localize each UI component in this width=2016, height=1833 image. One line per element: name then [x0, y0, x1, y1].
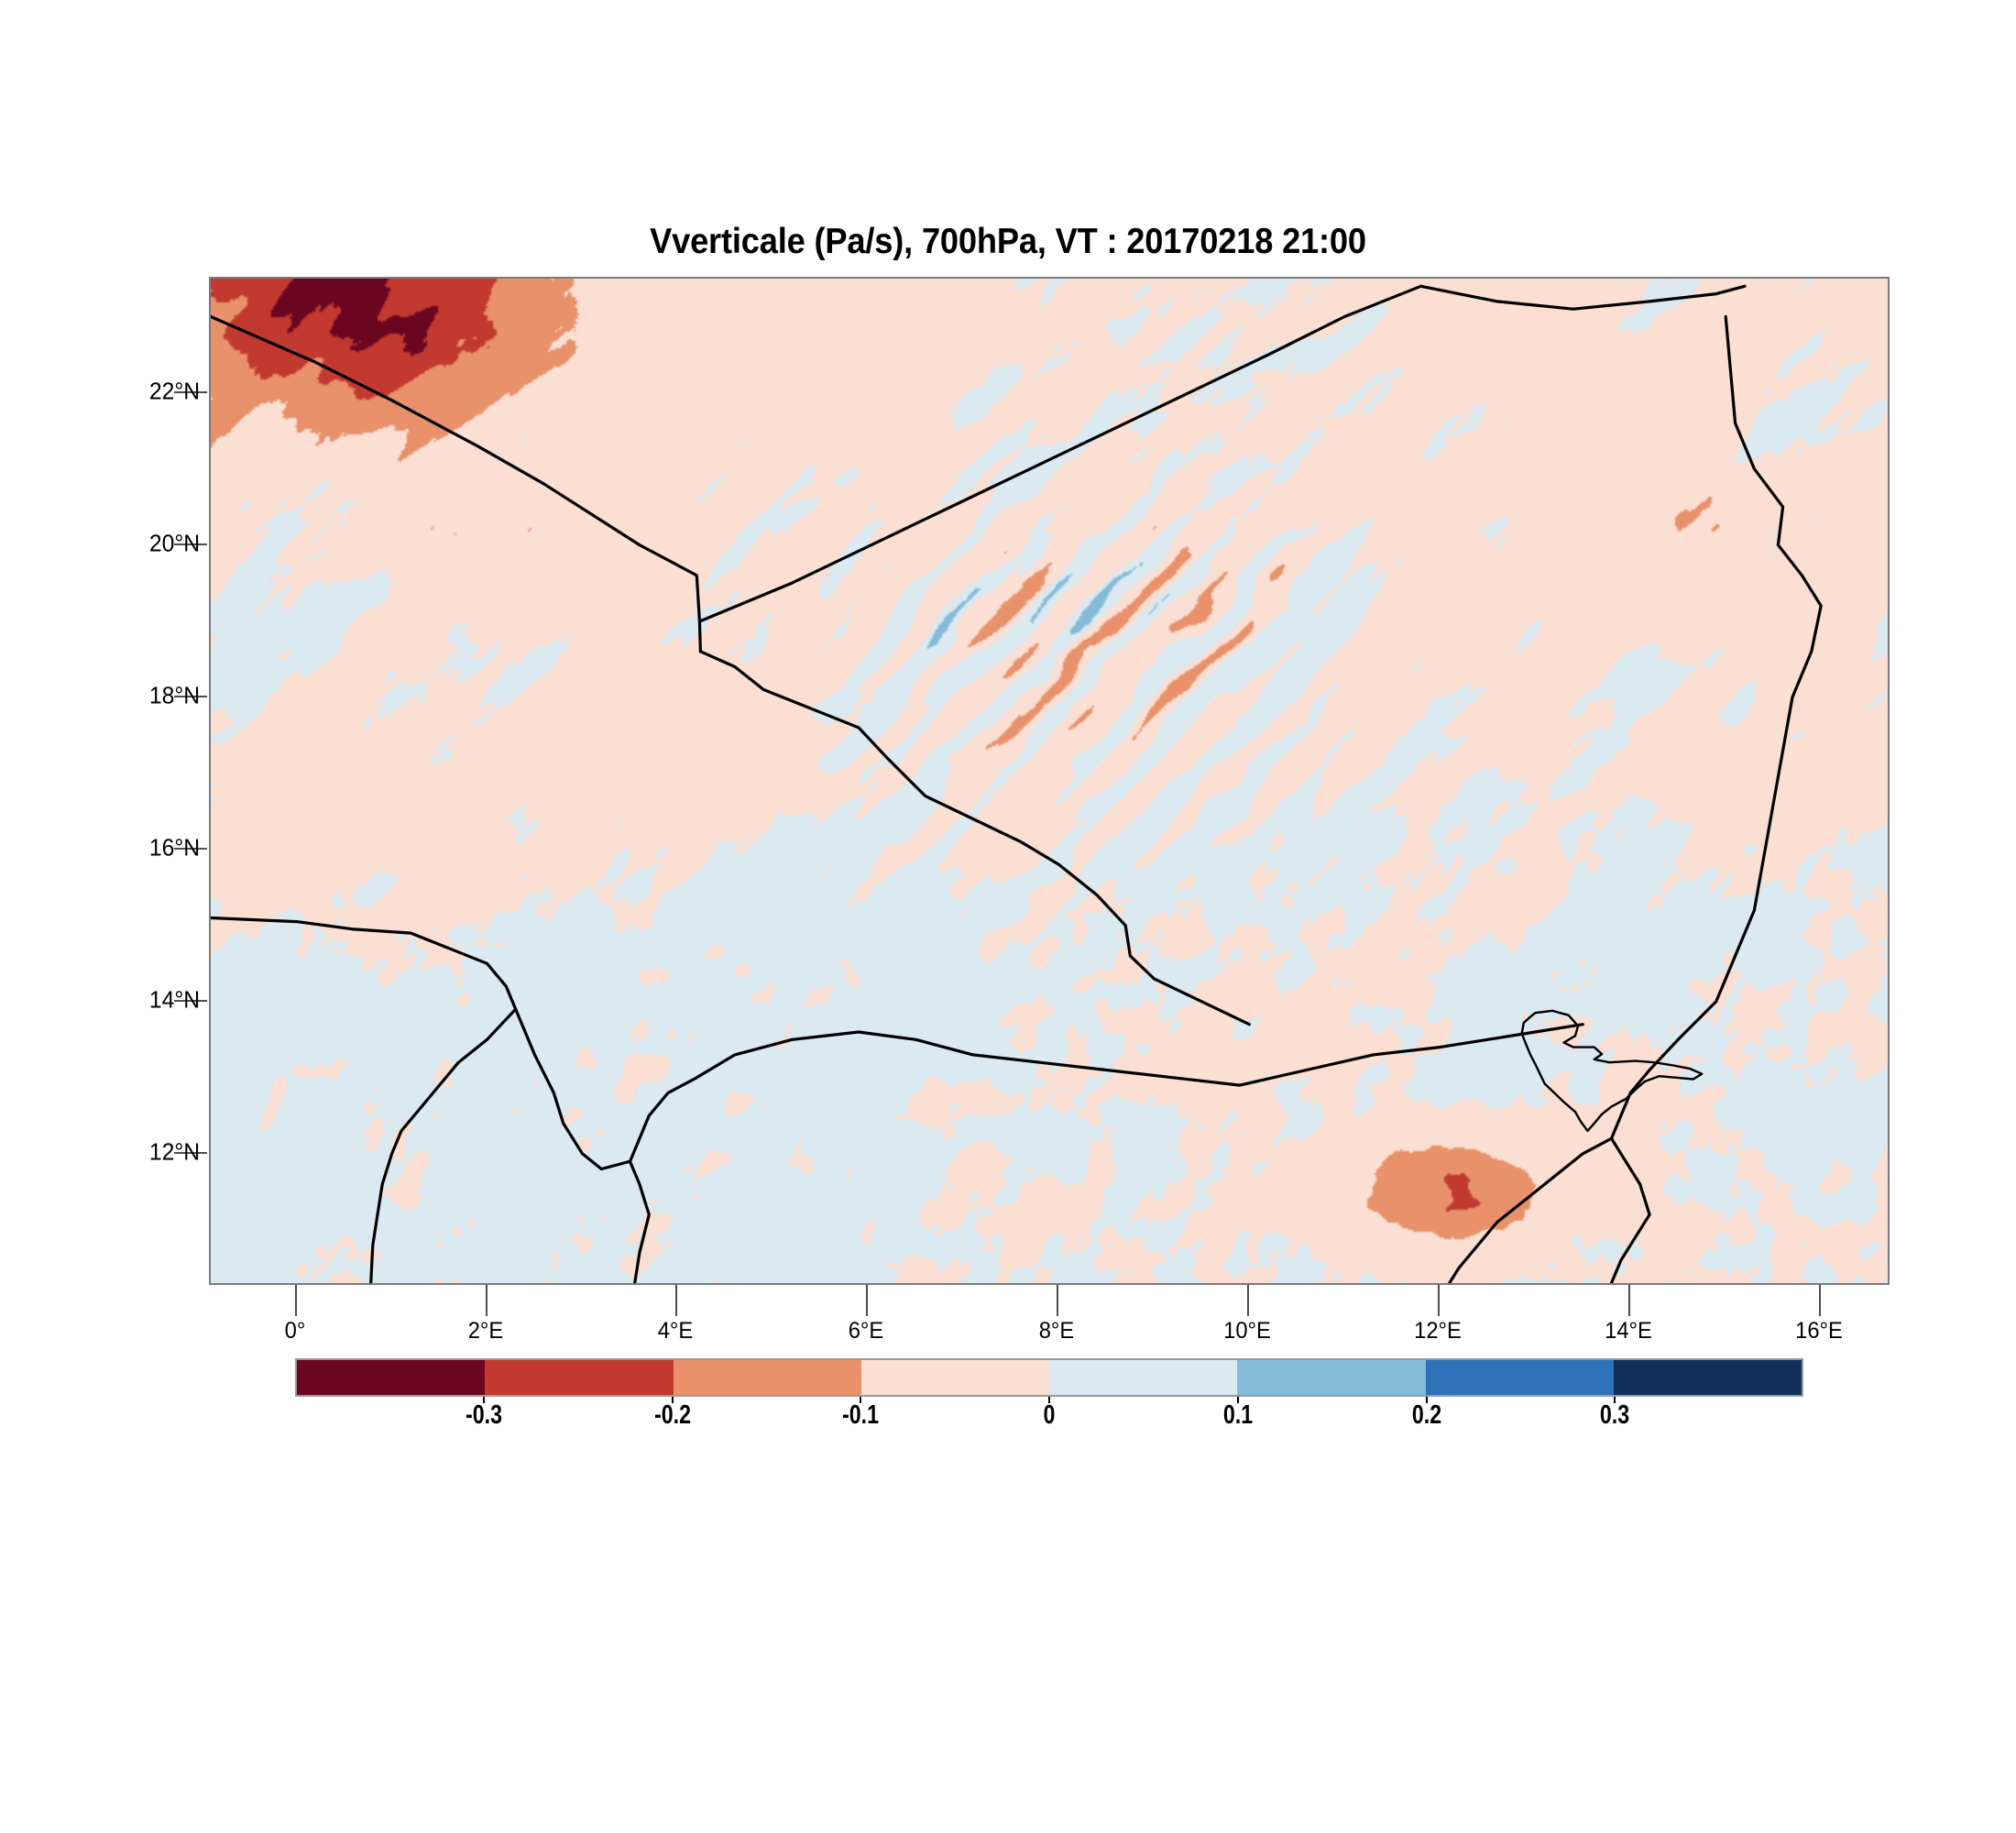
latitude-tick-label: 22°N [148, 377, 200, 405]
longitude-tick-label: 6°E [849, 1318, 884, 1344]
colorbar-tick-mark [1614, 1397, 1616, 1403]
colorbar-tick-mark [1236, 1397, 1239, 1403]
latitude-tick-mark [174, 543, 207, 545]
longitude-tick-mark [485, 1285, 488, 1316]
colorbar-tick-label: 0.1 [1222, 1400, 1253, 1430]
latitude-tick-label: 14°N [148, 985, 200, 1014]
longitude-tick-mark [675, 1285, 678, 1316]
colorbar-tick-mark [860, 1397, 862, 1403]
latitude-tick-label: 18°N [148, 681, 200, 709]
colorbar-swatches [295, 1358, 1803, 1397]
colorbar-tick-label: -0.1 [842, 1400, 880, 1430]
colorbar-tick-label: -0.3 [465, 1400, 502, 1430]
longitude-tick-label: 16°E [1795, 1318, 1844, 1344]
latitude-tick-label: 16°N [148, 833, 200, 862]
longitude-tick-label: 14°E [1605, 1318, 1653, 1344]
longitude-tick-label: 12°E [1414, 1318, 1463, 1344]
latitude-tick-mark [174, 1151, 207, 1154]
colorbar-tick-label: 0.3 [1600, 1400, 1630, 1430]
vertical-velocity-field [211, 279, 1888, 1283]
latitude-tick-mark [174, 695, 207, 697]
colorbar-tick-label: -0.2 [653, 1400, 691, 1430]
longitude-tick-mark [1247, 1285, 1250, 1316]
colorbar-tick-mark [1048, 1397, 1050, 1403]
colorbar-segment [485, 1360, 674, 1395]
colorbar-segment [1613, 1360, 1802, 1395]
longitude-tick-mark [294, 1285, 297, 1316]
longitude-tick-label: 0° [284, 1318, 305, 1344]
colorbar-segment [860, 1360, 1049, 1395]
colorbar[interactable]: -0.3 -0.2 -0.1 0 0.1 0.2 0.3 [295, 1358, 1803, 1430]
colorbar-tick-mark [482, 1397, 485, 1403]
latitude-tick-mark [174, 847, 207, 850]
page-title: Vverticale (Pa/s), 700hPa, VT : 20170218… [650, 222, 1366, 261]
latitude-tick-label: 20°N [148, 529, 200, 557]
colorbar-tick-label: 0 [1043, 1400, 1056, 1430]
longitude-tick-label: 4°E [658, 1318, 694, 1344]
latitude-tick-mark [174, 999, 207, 1002]
colorbar-segment [673, 1360, 861, 1395]
longitude-tick-mark [1819, 1285, 1822, 1316]
latitude-tick-mark [174, 390, 207, 393]
colorbar-tick-label: 0.2 [1411, 1400, 1441, 1430]
colorbar-tick-mark [1425, 1397, 1428, 1403]
latitude-tick-label: 12°N [148, 1137, 200, 1166]
longitude-tick-label: 8°E [1039, 1318, 1075, 1344]
map-plot-area[interactable] [209, 277, 1890, 1285]
longitude-tick-label: 10°E [1223, 1318, 1272, 1344]
colorbar-segment [297, 1360, 486, 1395]
longitude-tick-mark [1438, 1285, 1441, 1316]
colorbar-tick-mark [671, 1397, 674, 1403]
colorbar-segment [1425, 1360, 1614, 1395]
longitude-tick-mark [1057, 1285, 1059, 1316]
colorbar-segment [1049, 1360, 1238, 1395]
colorbar-segment [1237, 1360, 1426, 1395]
longitude-tick-mark [866, 1285, 869, 1316]
longitude-tick-label: 2°E [467, 1318, 503, 1344]
longitude-tick-mark [1628, 1285, 1631, 1316]
